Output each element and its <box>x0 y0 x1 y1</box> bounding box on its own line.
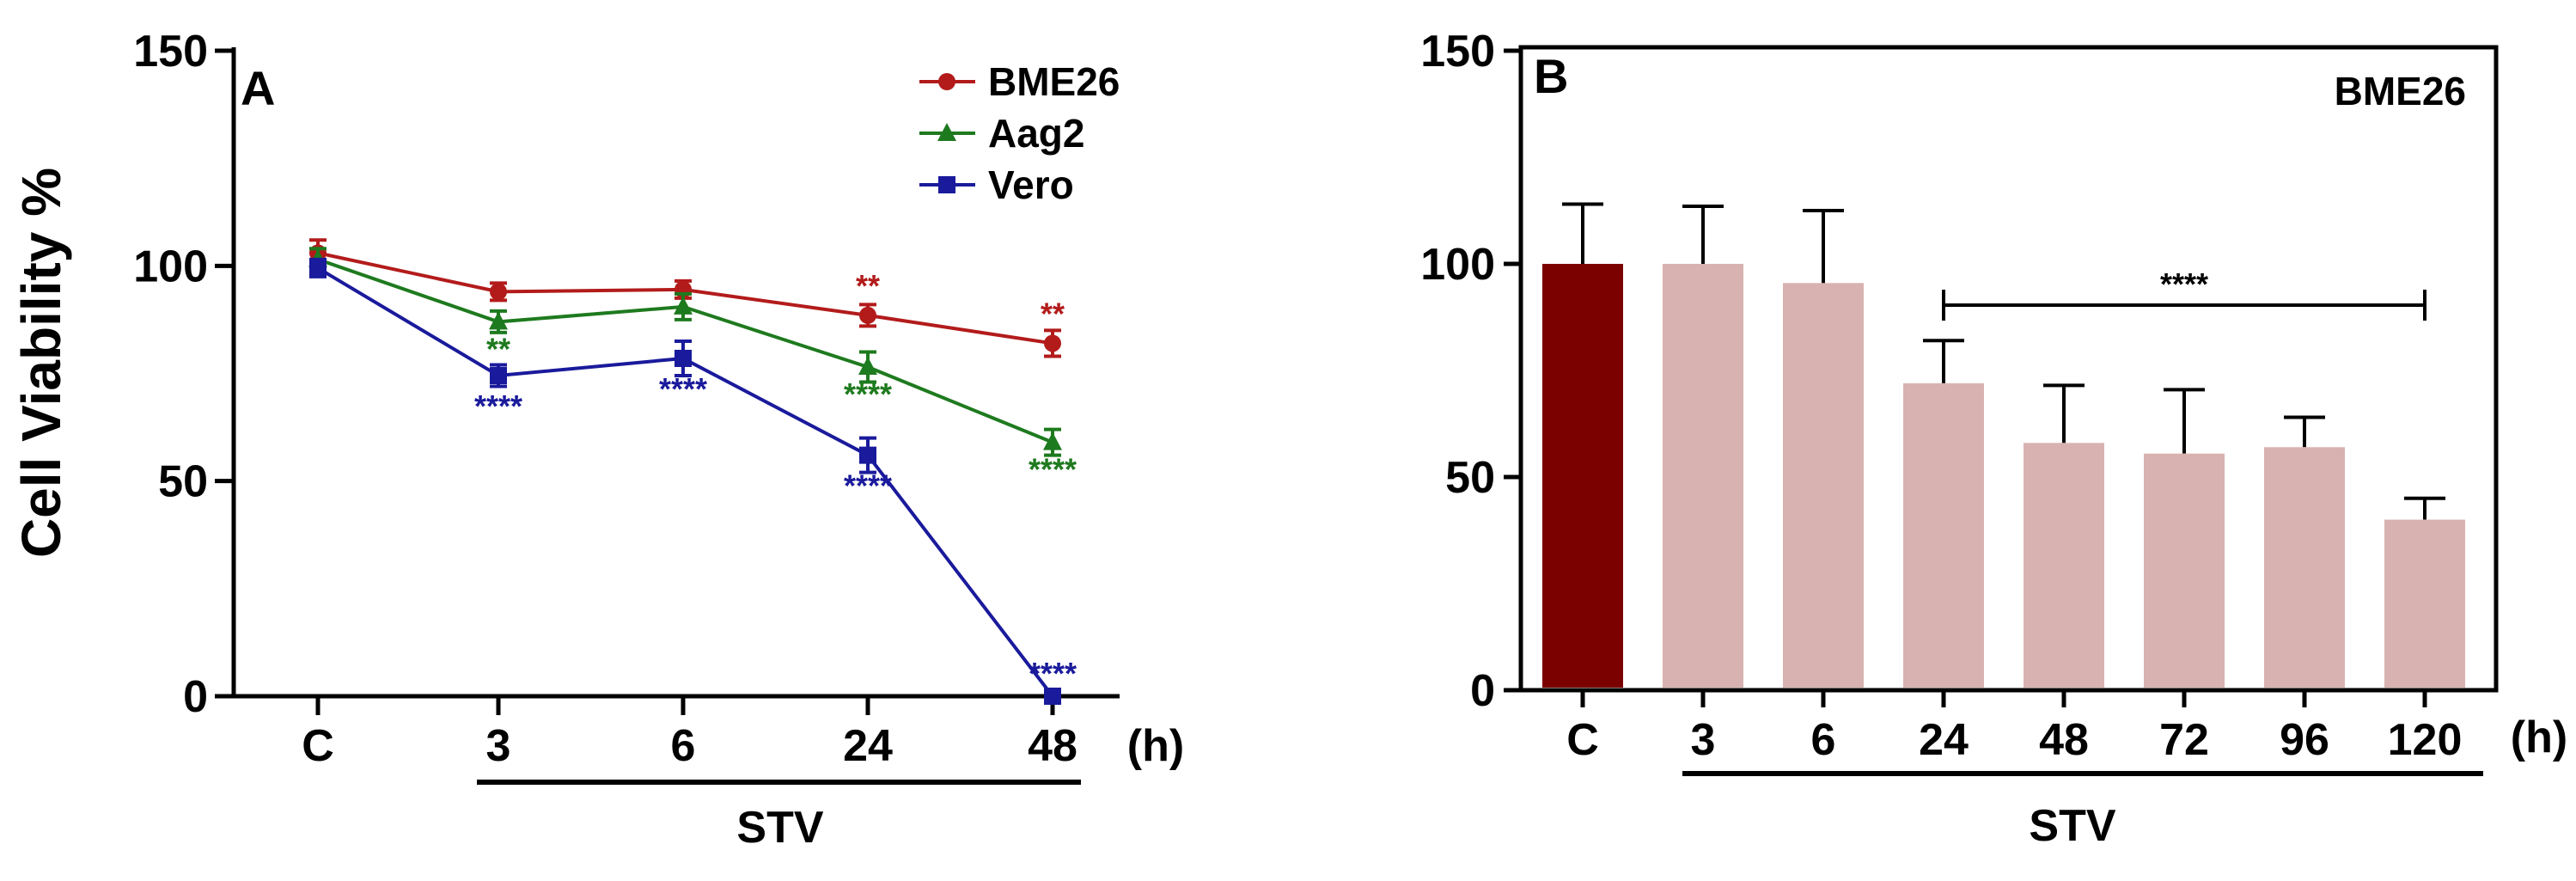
data-point <box>1043 431 1062 450</box>
x-tick-label: 48 <box>1028 721 1077 771</box>
panel-b-title: BME26 <box>2335 69 2466 113</box>
legend: BME26 Aag2 Vero <box>919 59 1120 207</box>
legend-marker <box>938 73 955 90</box>
x-tick-label: 24 <box>1919 715 1969 765</box>
series-layer: ****************** ************ <box>308 238 1077 705</box>
x-unit-label: (h) <box>1127 721 1184 771</box>
x-tick-label: 120 <box>2388 715 2463 765</box>
data-point <box>858 356 877 375</box>
data-point <box>309 259 327 277</box>
panel-letter-a: A <box>241 61 275 115</box>
x-tick-label: 48 <box>2039 715 2089 765</box>
x-tick-label: 6 <box>1811 715 1836 765</box>
legend-marker <box>938 176 955 193</box>
x-tick-label: C <box>302 721 334 771</box>
series-vero: **** ************ <box>309 257 1077 705</box>
significance-label: **** <box>844 376 892 412</box>
y-axis-label: Cell Viability % <box>10 168 72 558</box>
y-tick-label: 0 <box>183 672 208 722</box>
y-axis-ticks: 0 50 100 150 <box>133 27 234 722</box>
panel-letter-b: B <box>1534 49 1568 103</box>
legend-marker <box>937 123 956 141</box>
x-tick-label: 72 <box>2159 715 2209 765</box>
significance-label: **** <box>474 388 522 424</box>
legend-label: BME26 <box>988 59 1120 104</box>
significance-bracket: **** <box>1942 266 2426 321</box>
plot-frame <box>1518 45 2499 693</box>
x-tick-label: 3 <box>486 721 511 771</box>
data-point <box>489 311 508 330</box>
bar <box>1663 264 1743 688</box>
x-tick-label: 24 <box>843 721 893 771</box>
data-point <box>674 296 693 315</box>
significance-label: **** <box>1029 656 1077 691</box>
bar <box>2384 519 2465 688</box>
x-tick-label: 6 <box>671 721 696 771</box>
y-tick-label: 50 <box>158 457 208 507</box>
series-bme26: ** ** <box>309 238 1065 358</box>
legend-label: Aag2 <box>988 111 1084 156</box>
data-point <box>859 306 876 324</box>
y-tick-label: 100 <box>1420 240 1495 290</box>
y-tick-label: 150 <box>1420 27 1495 76</box>
bar <box>2144 453 2225 688</box>
y-tick-label: 100 <box>133 242 208 291</box>
x-tick-label: 3 <box>1691 715 1716 765</box>
significance-label: **** <box>844 468 892 504</box>
bar <box>2264 447 2345 688</box>
bar <box>1783 283 1864 688</box>
series-aag2: ********** <box>308 247 1077 487</box>
data-point <box>1044 688 1061 705</box>
x-tick-label: 96 <box>2280 715 2329 765</box>
stv-group-label: STV <box>736 803 823 853</box>
y-tick-label: 50 <box>1445 453 1495 503</box>
y-tick-label: 150 <box>133 27 208 76</box>
significance-label: ** <box>1041 296 1065 331</box>
significance-label: **** <box>1029 452 1077 487</box>
x-axis-ticks: C 3 6 24 48 72 96 120 <box>1566 690 2462 765</box>
significance-label: **** <box>659 371 707 407</box>
stv-group-label: STV <box>2029 801 2115 851</box>
data-point <box>490 283 507 301</box>
legend-label: Vero <box>988 162 1074 207</box>
data-point <box>675 349 692 367</box>
significance-label: ** <box>856 268 880 303</box>
bar <box>1903 382 1984 688</box>
panel-a: Cell Viability % A 0 50 100 150 C 3 6 24 48 (h)… <box>10 27 1184 853</box>
x-axis-ticks: C 3 6 24 48 <box>302 696 1077 771</box>
y-tick-label: 0 <box>1470 666 1495 716</box>
bar <box>1542 264 1623 688</box>
bar-layer <box>1542 202 2465 688</box>
significance-label: ** <box>486 331 510 366</box>
y-axis-ticks: 0 50 100 150 <box>1420 27 1521 716</box>
data-point <box>1044 334 1061 352</box>
x-tick-label: C <box>1566 715 1599 765</box>
significance-label: **** <box>2160 266 2208 302</box>
data-point <box>859 446 876 464</box>
data-point <box>490 367 507 385</box>
panel-b: B BME26 0 50 100 150 C 3 6 24 48 72 96 120 (h) STV… <box>1420 27 2567 851</box>
series-line <box>316 266 1054 698</box>
x-unit-label: (h) <box>2511 713 2567 762</box>
bar <box>2024 443 2104 688</box>
